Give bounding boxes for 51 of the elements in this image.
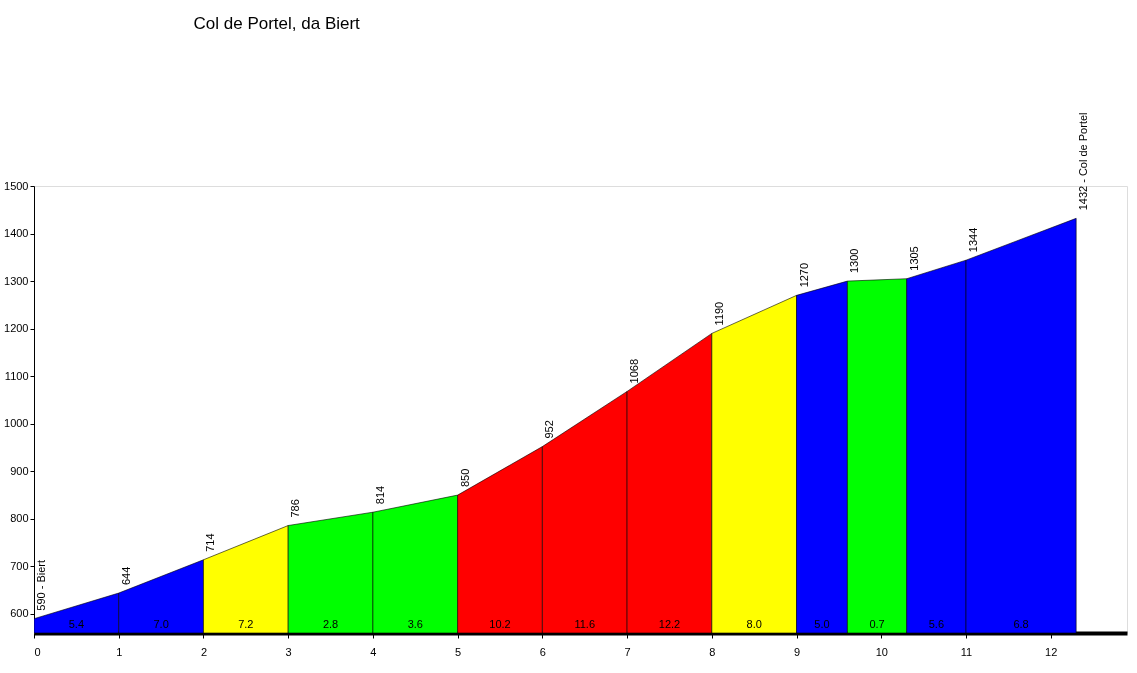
annotation: 6.8: [1013, 618, 1029, 630]
y-tick-label: 1400: [4, 227, 29, 240]
annotation: 3.6: [407, 618, 423, 630]
annotation: 5.4: [68, 618, 85, 630]
annotation: 1270: [797, 262, 810, 288]
y-tick-label: 1100: [4, 369, 29, 382]
y-tick-label: 700: [10, 559, 29, 572]
annotation: 5.0: [814, 618, 830, 630]
x-tick-label: 10: [875, 645, 888, 658]
annotation: 8.0: [746, 618, 762, 630]
x-tick-label: 6: [539, 645, 546, 658]
y-tick-label: 600: [10, 607, 29, 620]
x-tick-label: 5: [455, 645, 462, 658]
y-tick-label: 1500: [4, 179, 29, 192]
x-tick-label: 1: [116, 645, 123, 658]
annotation: 7.0: [153, 618, 169, 630]
x-tick-label: 9: [794, 645, 801, 658]
annotation: 952: [543, 420, 556, 439]
y-tick-label: 900: [10, 464, 29, 477]
annotation: 590 - Biert: [35, 559, 47, 611]
x-tick-label: 4: [370, 645, 377, 658]
annotation: 7.2: [238, 618, 254, 630]
x-tick-label: 7: [624, 645, 631, 658]
annotation: 2.8: [322, 618, 339, 630]
annotation: 1068: [628, 358, 641, 384]
x-tick-label: 2: [200, 645, 208, 658]
annotation: 1190: [712, 301, 725, 326]
chart-title: Col de Portel, da Biert: [193, 13, 361, 33]
annotation: 1300: [848, 248, 861, 274]
y-tick-label: 1000: [4, 417, 29, 430]
annotation: 714: [204, 533, 217, 552]
annotation: 786: [289, 499, 302, 518]
annotation: 10.2: [489, 618, 511, 630]
annotation: 644: [119, 566, 132, 586]
annotation: 1305: [907, 246, 920, 271]
x-tick-label: 12: [1045, 645, 1058, 658]
annotation: 1432 - Col de Portel: [1077, 112, 1090, 211]
annotation: 11.6: [574, 618, 596, 630]
annotation: 1344: [967, 227, 980, 253]
x-tick-label: 3: [285, 645, 292, 658]
x-tick-label: 0: [34, 645, 41, 658]
y-tick-label: 1200: [4, 322, 29, 335]
x-tick-label: 11: [960, 645, 973, 658]
y-tick-label: 1300: [4, 274, 29, 287]
annotation: 12.2: [658, 618, 681, 630]
annotation: 5.6: [928, 618, 945, 630]
x-tick-label: 8: [709, 645, 716, 658]
y-tick-label: 800: [10, 512, 29, 525]
annotation: 850: [458, 468, 471, 488]
annotation: 0.7: [869, 618, 885, 630]
annotation: 814: [373, 485, 386, 505]
